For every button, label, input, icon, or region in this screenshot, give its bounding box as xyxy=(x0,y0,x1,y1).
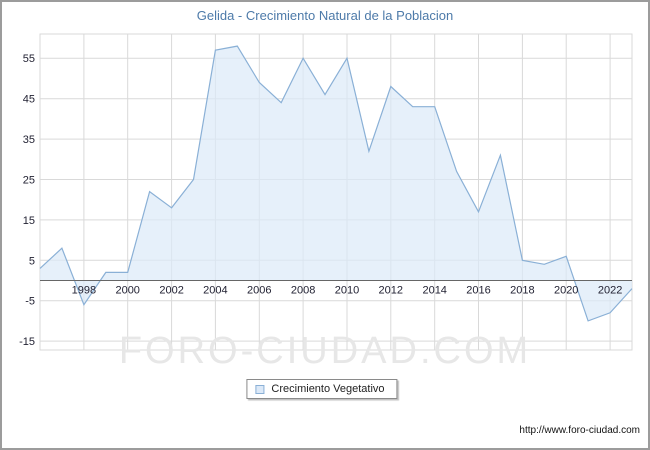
svg-text:-5: -5 xyxy=(25,296,35,308)
legend-swatch-icon xyxy=(255,384,265,394)
legend: Crecimiento Vegetativo xyxy=(246,379,398,399)
svg-text:5: 5 xyxy=(29,255,35,267)
svg-text:2020: 2020 xyxy=(554,285,578,297)
svg-text:55: 55 xyxy=(23,53,35,65)
svg-text:2008: 2008 xyxy=(291,285,315,297)
footer-url: http://www.foro-ciudad.com xyxy=(519,425,640,436)
svg-text:2012: 2012 xyxy=(379,285,403,297)
svg-text:2006: 2006 xyxy=(247,285,271,297)
svg-text:2018: 2018 xyxy=(510,285,534,297)
svg-text:2000: 2000 xyxy=(115,285,139,297)
svg-text:2022: 2022 xyxy=(598,285,622,297)
series-area xyxy=(39,45,633,322)
svg-text:1998: 1998 xyxy=(72,285,96,297)
svg-text:2016: 2016 xyxy=(466,285,490,297)
svg-text:2002: 2002 xyxy=(159,285,183,297)
svg-text:-15: -15 xyxy=(19,336,35,348)
svg-text:2014: 2014 xyxy=(422,285,446,297)
x-axis-labels: 1998 2000 2002 2004 2006 2008 2010 2012 2014 2016… xyxy=(72,285,623,297)
svg-text:45: 45 xyxy=(23,94,35,106)
svg-text:2010: 2010 xyxy=(335,285,359,297)
svg-text:35: 35 xyxy=(23,134,35,146)
area-chart: -15 -5 5 15 25 35 45 55 1998 2000 2002 2004 2006 2008… xyxy=(19,33,633,351)
svg-text:15: 15 xyxy=(23,215,35,227)
svg-text:2004: 2004 xyxy=(203,285,227,297)
y-axis-labels: -15 -5 5 15 25 35 45 55 xyxy=(19,53,35,348)
legend-label: Crecimiento Vegetativo xyxy=(271,383,385,395)
svg-text:25: 25 xyxy=(23,175,35,187)
chart-title: Gelida - Crecimiento Natural de la Pobla… xyxy=(196,8,454,23)
